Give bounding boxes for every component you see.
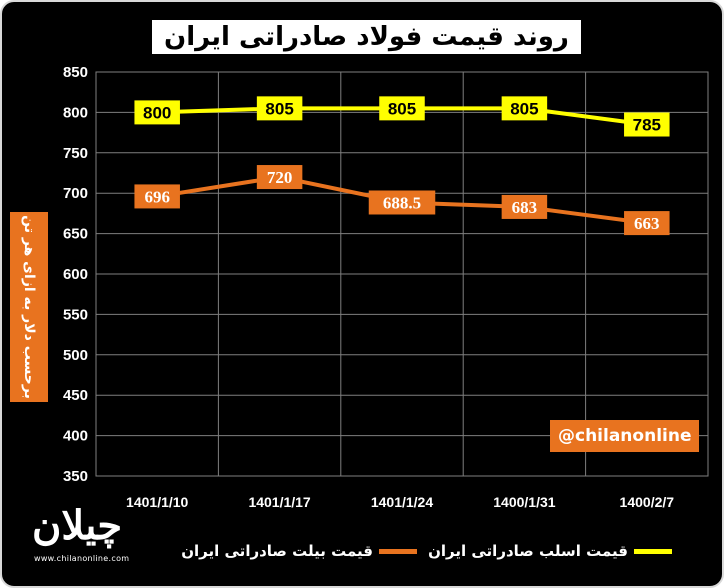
y-tick-label: 850 bbox=[63, 64, 88, 81]
data-label-bg bbox=[624, 211, 670, 236]
y-axis-label: برحسب دلار به ازای هر تن bbox=[21, 215, 37, 399]
y-tick-label: 400 bbox=[63, 428, 88, 445]
data-label-bg bbox=[501, 96, 548, 121]
legend-label-slab: قیمت اسلب صادراتی ایران bbox=[428, 542, 628, 560]
data-label: 800 bbox=[143, 103, 171, 122]
data-label: 696 bbox=[144, 187, 170, 206]
data-label-bg bbox=[256, 96, 303, 121]
data-label: 683 bbox=[512, 198, 538, 217]
chart-legend: قیمت اسلب صادراتی ایران قیمت بیلت صادرات… bbox=[152, 536, 692, 566]
y-tick-label: 450 bbox=[63, 387, 88, 404]
data-label-bg bbox=[368, 190, 436, 215]
y-tick-label: 750 bbox=[63, 145, 88, 162]
x-tick-label: 1400/2/7 bbox=[620, 494, 675, 510]
legend-swatch-slab bbox=[634, 548, 672, 554]
chilan-logo: چیلان www.chilanonline.com bbox=[22, 502, 134, 572]
data-label-bg bbox=[134, 184, 180, 209]
data-label: 785 bbox=[633, 116, 661, 135]
y-tick-label: 800 bbox=[63, 104, 88, 121]
x-tick-label: 1400/1/31 bbox=[493, 494, 555, 510]
data-label: 805 bbox=[265, 99, 293, 118]
legend-item-slab: قیمت اسلب صادراتی ایران bbox=[428, 542, 672, 560]
y-axis-label-box bbox=[10, 212, 48, 402]
data-label-bg bbox=[624, 112, 670, 137]
y-tick-label: 600 bbox=[63, 266, 88, 283]
y-tick-label: 500 bbox=[63, 347, 88, 364]
watermark: @chilanonline bbox=[550, 420, 700, 452]
data-label: 805 bbox=[510, 99, 538, 118]
data-label: 805 bbox=[388, 99, 416, 118]
legend-label-billet: قیمت بیلت صادراتی ایران bbox=[181, 542, 373, 560]
y-tick-label: 350 bbox=[63, 468, 88, 485]
y-tick-label: 650 bbox=[63, 226, 88, 243]
legend-swatch-billet bbox=[379, 548, 417, 554]
y-tick-label: 700 bbox=[63, 185, 88, 202]
x-tick-label: 1401/1/10 bbox=[126, 494, 188, 510]
logo-text: چیلان bbox=[32, 502, 123, 549]
data-label: 688.5 bbox=[383, 193, 421, 212]
x-tick-label: 1401/1/24 bbox=[371, 494, 433, 510]
legend-item-billet: قیمت بیلت صادراتی ایران bbox=[181, 542, 417, 560]
data-label-bg bbox=[501, 194, 548, 219]
data-label-bg bbox=[379, 96, 425, 121]
x-tick-label: 1401/1/17 bbox=[248, 494, 310, 510]
data-label: 720 bbox=[267, 168, 293, 187]
y-tick-label: 550 bbox=[63, 306, 88, 323]
data-label: 663 bbox=[634, 214, 660, 233]
data-label-bg bbox=[256, 165, 303, 190]
chart-title: روند قیمت فولاد صادراتی ایران bbox=[152, 20, 581, 54]
data-label-bg bbox=[134, 100, 180, 125]
logo-url: www.chilanonline.com bbox=[34, 554, 130, 563]
